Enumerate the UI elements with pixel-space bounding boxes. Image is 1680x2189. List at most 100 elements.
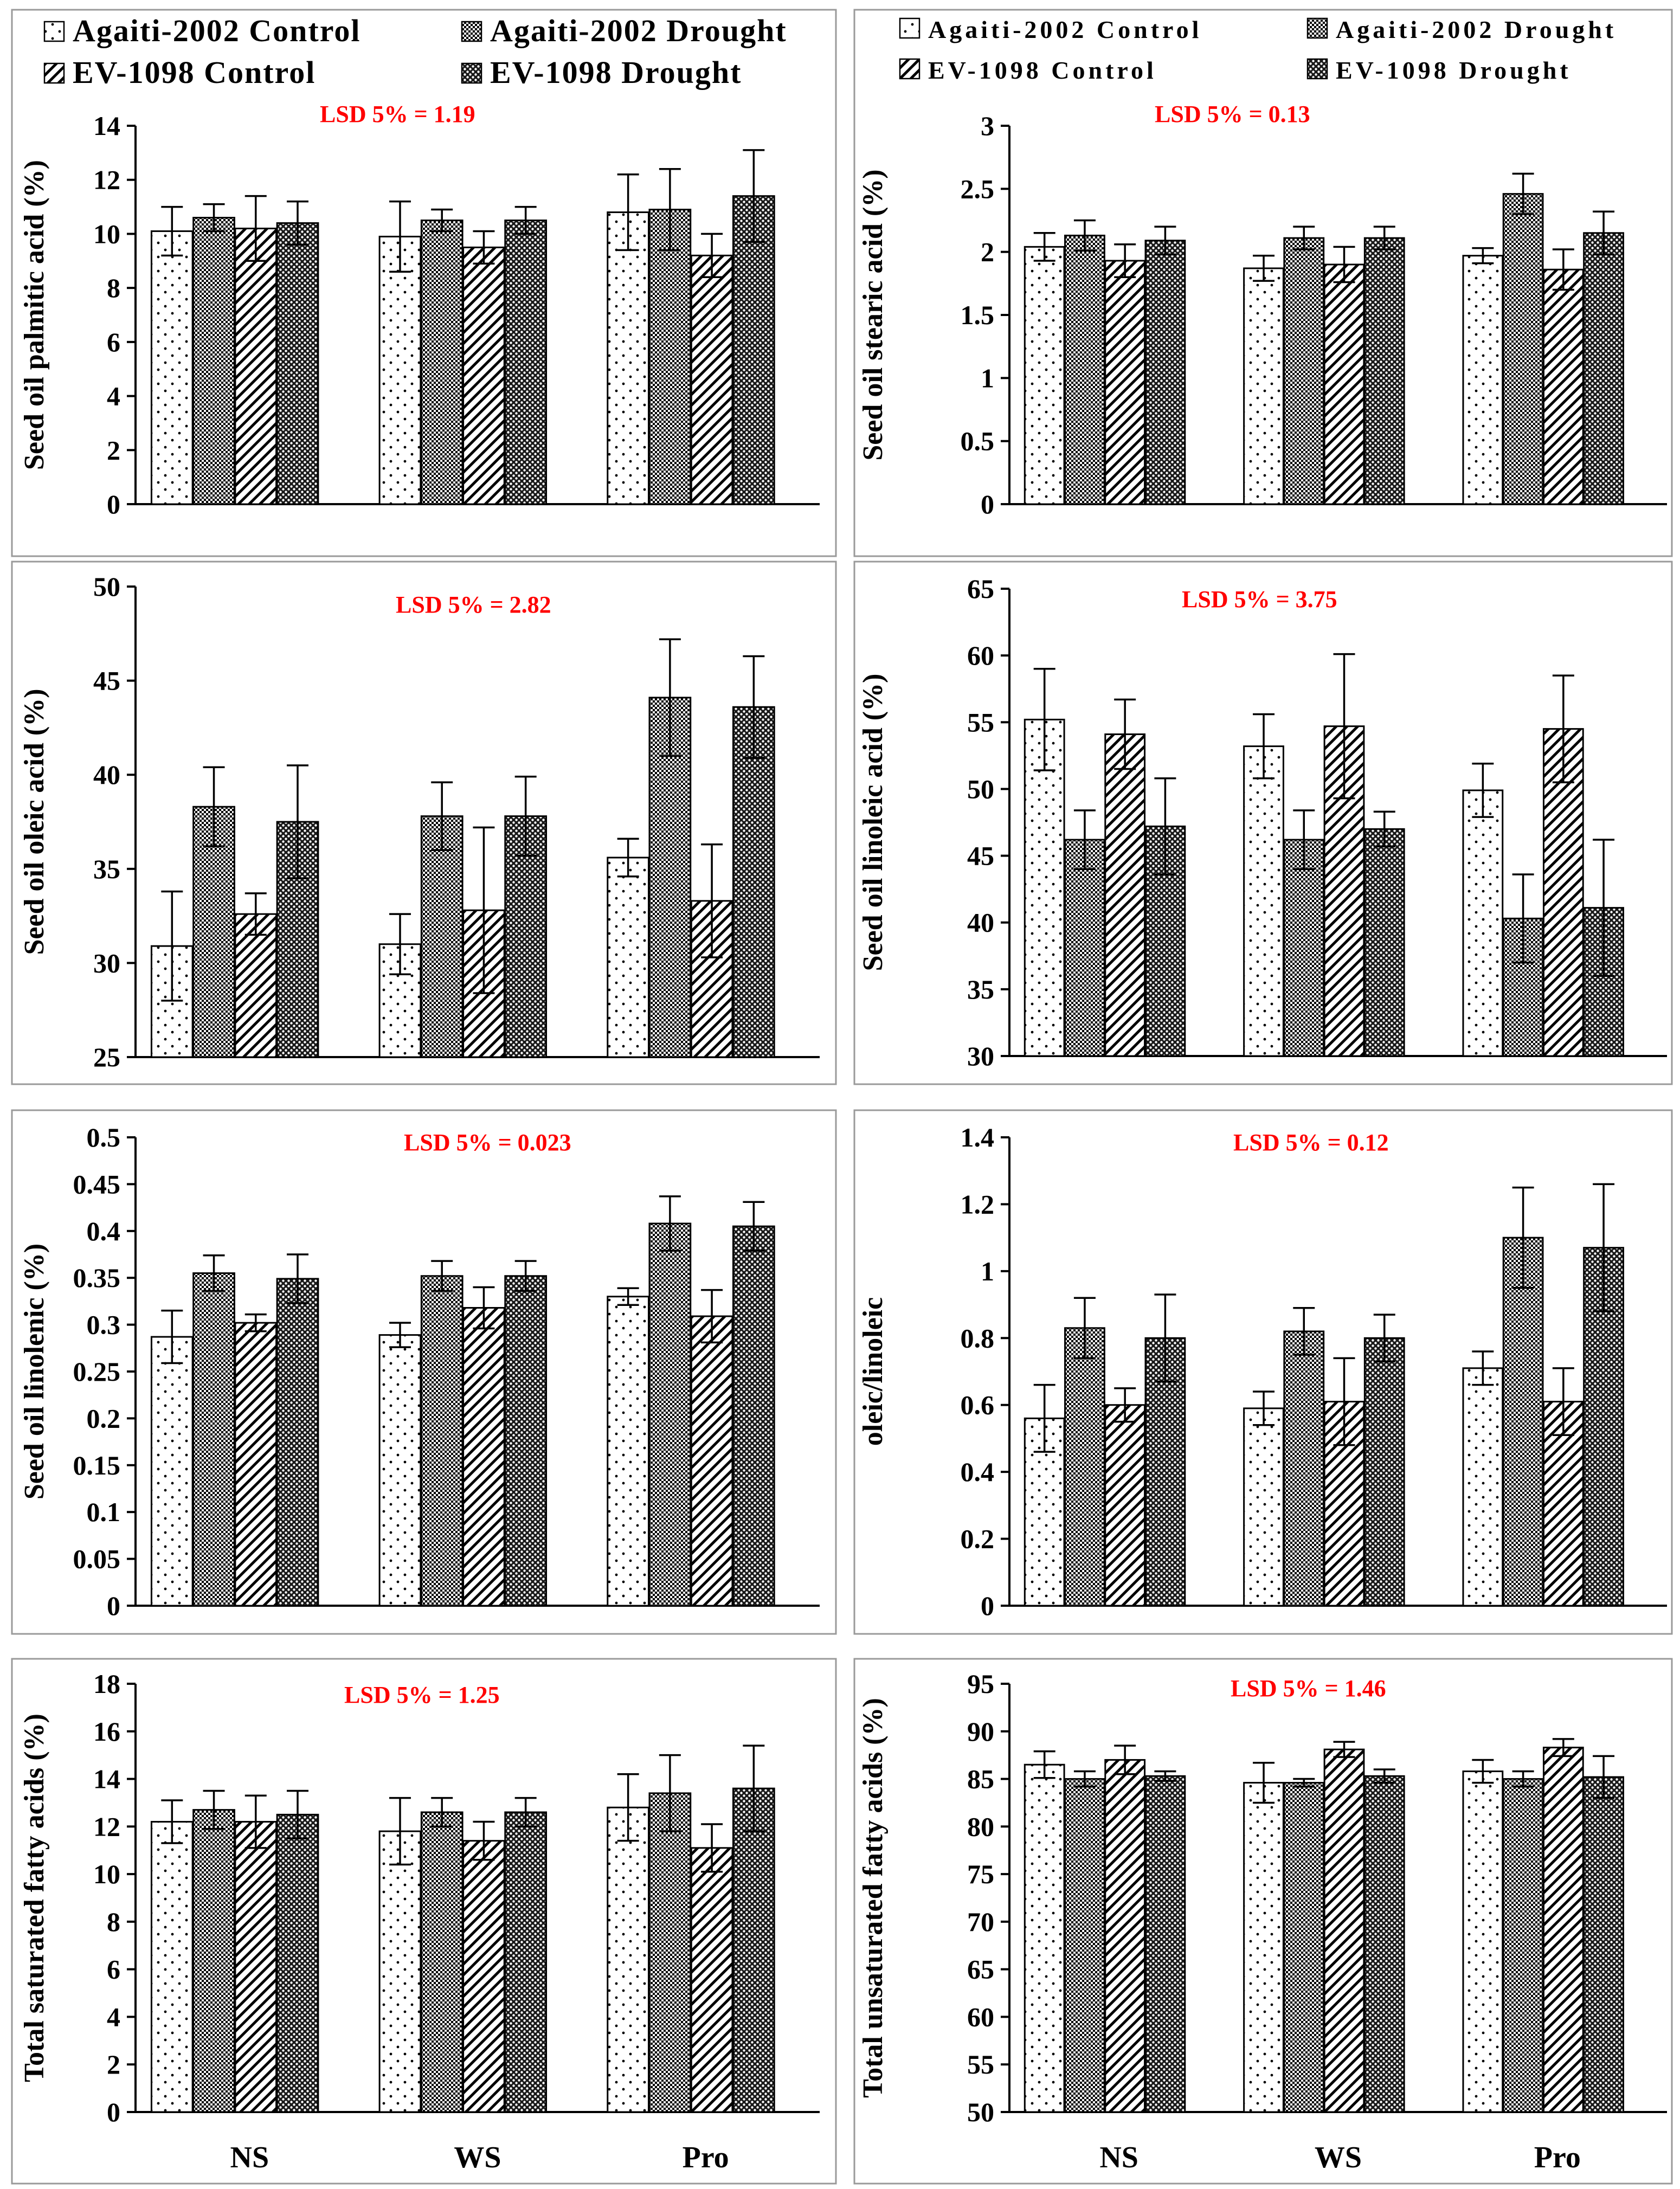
y-tick-label: 3 [981, 111, 994, 141]
y-tick-label: 25 [93, 1042, 120, 1072]
y-tick-label: 4 [107, 381, 120, 411]
bar-ns-series-4 [276, 1813, 319, 2113]
bar-ns-series-4 [276, 1278, 319, 1607]
bar-ns-series-2 [192, 806, 235, 1058]
bar-ws-series-3 [1323, 1748, 1365, 2113]
bar-ns-series-3 [1104, 1759, 1146, 2113]
bar-pro-series-3 [1542, 268, 1584, 505]
bar-ws-series-3 [462, 1840, 505, 2113]
y-tick-label: 55 [967, 2049, 994, 2079]
y-tick-label: 55 [967, 707, 994, 737]
y-tick-label: 1 [981, 363, 994, 393]
bar-pro-series-2 [1502, 193, 1544, 505]
y-tick-label: 45 [93, 666, 120, 696]
y-tick-label: 0.35 [73, 1263, 121, 1293]
right-legend-label-3: EV-1098 Control [928, 56, 1157, 84]
lsd-annotation: LSD 5% = 3.75 [1182, 586, 1337, 613]
chart-1: 0 2 4 6 8 10 12 14 Seed oil palmitic acid (%) LSD… [19, 101, 820, 519]
y-tick-label: 45 [967, 841, 994, 871]
bar-pro-series-4 [732, 1225, 775, 1607]
right-legend-swatch-4 [1306, 58, 1328, 80]
y-tick-label: 0.2 [87, 1403, 121, 1433]
bar-pro-series-1 [607, 211, 650, 505]
bar-ns-series-4 [1144, 1775, 1186, 2113]
lsd-annotation: LSD 5% = 1.46 [1231, 1675, 1386, 1702]
bar-pro-series-4 [732, 706, 775, 1058]
right-legend-label-2: Agaiti-2002 Drought [1336, 16, 1617, 43]
y-tick-label: 30 [93, 948, 120, 978]
bar-ws-series-1 [378, 1334, 422, 1607]
y-tick-label: 0.4 [961, 1457, 995, 1487]
bar-ns-series-3 [1104, 733, 1146, 1057]
y-tick-label: 65 [967, 574, 994, 604]
bar-pro-series-4 [732, 1787, 775, 2113]
bar-ws-series-1 [1243, 1782, 1284, 2113]
bar-ns-series-4 [1144, 1337, 1186, 1607]
left-legend-swatch-1 [43, 21, 65, 42]
y-tick-label: 35 [967, 974, 994, 1005]
bar-ns-series-2 [192, 1272, 235, 1607]
bar-ns-series-3 [1104, 260, 1146, 505]
y-tick-label: 8 [107, 1907, 120, 1937]
y-axis-title: Seed oil stearic acid (%) [858, 169, 889, 460]
bar-ws-series-3 [1323, 263, 1365, 505]
y-tick-label: 0.15 [73, 1450, 121, 1480]
y-tick-label: 80 [967, 1811, 994, 1842]
bar-ns-series-2 [1064, 1327, 1105, 1607]
y-tick-label: 1.2 [961, 1189, 995, 1219]
panel-frame-4 [853, 561, 1673, 1085]
bar-ws-series-3 [462, 1306, 505, 1607]
bar-ns-series-2 [1064, 839, 1105, 1057]
lsd-annotation: LSD 5% = 0.13 [1155, 101, 1310, 127]
chart-3: 25 30 35 40 45 50 Seed oil oleic acid (%) LSD 5… [19, 571, 820, 1072]
y-tick-label: 1.5 [961, 300, 995, 330]
bar-ws-series-4 [504, 220, 548, 505]
panel-frame-5 [11, 1109, 837, 1635]
right-legend-label-4: EV-1098 Drought [1336, 56, 1572, 84]
bar-ws-series-1 [378, 1830, 422, 2113]
bar-pro-series-1 [1462, 789, 1504, 1057]
y-tick-label: 10 [93, 218, 120, 249]
x-category-label: Pro [683, 2141, 729, 2174]
chart-7: 0 2 4 6 8 10 12 14 16 18 Total saturated fatty aci… [19, 1669, 820, 2174]
bar-ws-series-2 [1283, 1330, 1325, 1607]
chart-4: 30 35 40 45 50 55 60 65 Seed oil linoleic acid (… [858, 574, 1667, 1071]
bar-ws-series-2 [1283, 839, 1325, 1057]
y-tick-label: 14 [93, 111, 120, 141]
bar-pro-series-2 [1502, 1778, 1544, 2113]
bar-ns-series-1 [150, 1821, 194, 2113]
y-tick-label: 0 [981, 1591, 994, 1621]
y-tick-label: 0.5 [961, 426, 995, 456]
bar-ws-series-2 [420, 1275, 464, 1607]
y-tick-label: 0 [981, 489, 994, 519]
panel-frame-6 [853, 1109, 1673, 1635]
left-legend-swatch-3 [43, 62, 65, 84]
y-tick-label: 75 [967, 1859, 994, 1889]
y-tick-label: 70 [967, 1907, 994, 1937]
y-tick-label: 40 [93, 759, 120, 790]
bar-ns-series-1 [1024, 246, 1065, 505]
y-tick-label: 16 [93, 1716, 120, 1747]
bar-pro-series-2 [1502, 1237, 1544, 1607]
bar-ws-series-2 [420, 220, 464, 505]
y-tick-label: 8 [107, 273, 120, 303]
bar-ws-series-4 [1363, 828, 1405, 1057]
chart-5: 0 0.05 0.1 0.15 0.2 0.25 0.3 0.35 0.4 0.45 0.5 Seed… [19, 1122, 820, 1621]
bar-ws-series-4 [504, 1811, 548, 2113]
y-tick-label: 2 [981, 237, 994, 267]
y-tick-label: 0.2 [961, 1524, 995, 1554]
bar-ws-series-2 [1283, 237, 1325, 505]
y-axis-title: Seed oil linolenic (%) [19, 1244, 50, 1499]
y-tick-label: 0.4 [87, 1216, 121, 1246]
right-legend-swatch-3 [899, 58, 921, 80]
left-legend-label-4: EV-1098 Drought [490, 55, 742, 90]
bar-pro-series-1 [607, 857, 650, 1058]
lsd-annotation: LSD 5% = 2.82 [396, 591, 551, 618]
x-category-label: NS [230, 2141, 269, 2174]
bar-ws-series-2 [1283, 1782, 1325, 2113]
bar-pro-series-3 [690, 1847, 733, 2113]
y-tick-label: 90 [967, 1716, 994, 1747]
bar-pro-series-3 [690, 1315, 733, 1607]
y-tick-label: 2 [107, 435, 120, 465]
